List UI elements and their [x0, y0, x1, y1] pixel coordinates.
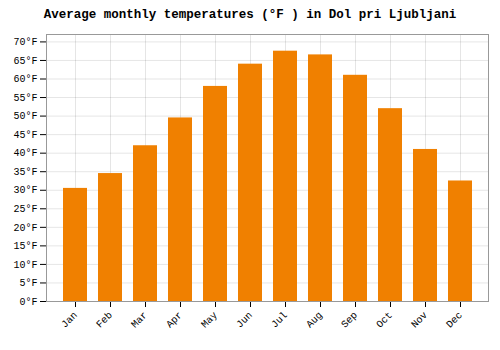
- svg-text:40°F: 40°F: [13, 148, 37, 159]
- svg-text:Dec: Dec: [444, 310, 465, 331]
- svg-text:70°F: 70°F: [13, 37, 37, 48]
- html-text:Average monthly temperatures (: Average monthly temperatures (°F ) in Do…: [43, 8, 457, 22]
- svg-text:Feb: Feb: [94, 310, 115, 331]
- svg-text:0°F: 0°F: [19, 297, 37, 308]
- svg-text:10°F: 10°F: [13, 260, 37, 271]
- svg-text:65°F: 65°F: [13, 56, 37, 67]
- svg-text:20°F: 20°F: [13, 223, 37, 234]
- svg-text:Apr: Apr: [164, 310, 185, 331]
- svg-text:55°F: 55°F: [13, 93, 37, 104]
- svg-text:25°F: 25°F: [13, 204, 37, 215]
- svg-text:35°F: 35°F: [13, 167, 37, 178]
- svg-text:Mar: Mar: [129, 310, 150, 331]
- svg-text:Aug: Aug: [304, 310, 325, 331]
- svg-text:Sep: Sep: [339, 310, 360, 331]
- svg-text:50°F: 50°F: [13, 111, 37, 122]
- svg-text:Oct: Oct: [374, 310, 395, 331]
- svg-text:Jul: Jul: [269, 310, 290, 331]
- svg-text:30°F: 30°F: [13, 185, 37, 196]
- svg-text:45°F: 45°F: [13, 130, 37, 141]
- svg-text:15°F: 15°F: [13, 241, 37, 252]
- svg-text:May: May: [199, 310, 220, 331]
- svg-text:60°F: 60°F: [13, 74, 37, 85]
- svg-text:5°F: 5°F: [19, 278, 37, 289]
- svg-text:Jun: Jun: [234, 310, 255, 331]
- svg-text:Jan: Jan: [59, 310, 80, 331]
- svg-text:Nov: Nov: [409, 310, 430, 331]
